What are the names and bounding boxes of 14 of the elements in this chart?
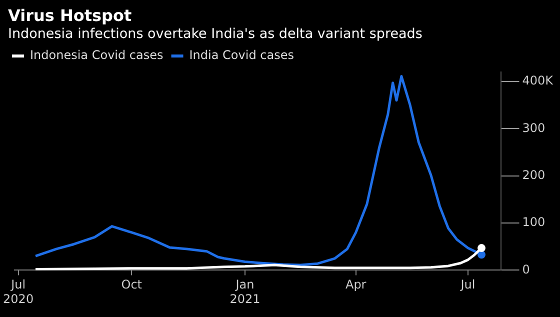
x-tick-label: Oct (121, 278, 142, 292)
y-tick-label: 100 (522, 215, 546, 230)
x-tick-label: Apr (345, 278, 366, 292)
y-tick-label: 200 (522, 168, 546, 182)
chart-title: Virus Hotspot (7, 5, 133, 25)
x-tick-label: Jul (460, 278, 476, 292)
legend-label: Indonesia Covid cases (30, 48, 164, 62)
x-tick-label: Jan 2021 (230, 278, 260, 306)
chart-subtitle: Indonesia infections overtake India's as delta variant spreads (7, 25, 424, 42)
x-tick-label: Jul 2020 (3, 278, 34, 306)
legend-label: India Covid cases (189, 48, 294, 62)
y-tick-label: 300 (522, 120, 546, 135)
y-tick-label: 400K (522, 74, 554, 88)
y-tick-label: 0 (522, 262, 530, 276)
